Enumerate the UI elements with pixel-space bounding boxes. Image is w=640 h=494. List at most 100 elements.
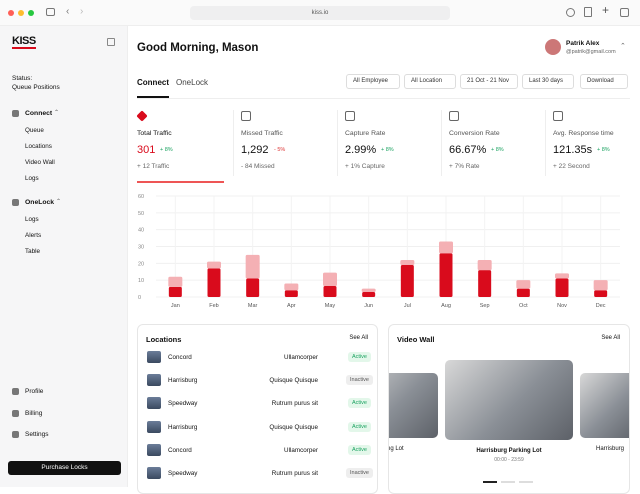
bar-segment <box>168 286 182 297</box>
chevron[interactable]: ⌃ <box>54 110 60 116</box>
location-name[interactable]: Harrisburg <box>168 423 198 431</box>
status-label: Status: <box>12 75 33 82</box>
location-thumb <box>147 420 161 433</box>
purchase-button[interactable]: Purchase Locks <box>8 461 121 475</box>
nav-item[interactable]: Billing <box>25 409 43 417</box>
chevron[interactable]: ⌃ <box>56 199 62 205</box>
nav-item[interactable]: Table <box>25 248 41 255</box>
collapse[interactable] <box>107 38 115 46</box>
x-tick-label: Jul <box>404 303 411 309</box>
sidebar-toggle[interactable] <box>46 8 55 16</box>
stat-change: + 8% <box>491 147 504 153</box>
separator <box>545 110 546 176</box>
pager[interactable] <box>501 481 515 483</box>
video-wall-panel: Video Wall See All Parking Lot Harrisburg… <box>388 324 630 494</box>
location-name[interactable]: Harrisburg <box>168 377 198 385</box>
nav-item[interactable]: Profile <box>25 388 44 395</box>
bar-segment <box>323 286 337 297</box>
bar-segment <box>516 280 531 289</box>
active-underline <box>137 181 224 183</box>
stat-note: + 12 Traffic <box>137 163 170 170</box>
bar-segment <box>207 261 221 269</box>
bar-segment <box>477 259 492 271</box>
nav-item[interactable]: Video Wall <box>25 159 55 166</box>
bar-segment <box>400 259 415 266</box>
pager[interactable] <box>483 481 497 483</box>
filter[interactable]: Download <box>580 74 628 89</box>
location-desc: Rutrum purus sit <box>271 400 318 408</box>
nav-group[interactable]: OneLock <box>25 199 55 206</box>
tabs-icon[interactable] <box>620 8 629 17</box>
bar-segment <box>439 253 453 297</box>
x-tick-label: Dec <box>596 303 606 309</box>
sidebar: KISS Status: Queue Positions Purchase Lo… <box>0 26 128 487</box>
see-all[interactable]: See All <box>601 335 620 341</box>
minimize[interactable] <box>18 10 24 16</box>
new-tab[interactable]: + <box>602 3 610 17</box>
nav-group[interactable]: Connect <box>25 110 53 117</box>
url: kiss.io <box>311 10 329 16</box>
share-icon[interactable] <box>584 7 592 17</box>
stat-change: + 8% <box>597 147 610 153</box>
video-frame[interactable] <box>389 373 438 438</box>
avatar[interactable] <box>545 39 561 55</box>
url-bar[interactable]: kiss.io <box>190 6 450 20</box>
back[interactable]: ‹ <box>66 6 70 17</box>
nav-item[interactable]: Locations <box>25 143 52 150</box>
x-tick-label: Jun <box>364 303 373 309</box>
nav-item[interactable]: Logs <box>25 175 39 182</box>
tab[interactable]: Connect <box>137 78 169 87</box>
bar-segment <box>555 273 569 279</box>
filter[interactable]: Last 30 days <box>522 74 574 89</box>
forward[interactable]: › <box>80 6 84 17</box>
location-thumb <box>147 443 161 456</box>
user-email: @patrik@gmail.com <box>566 49 616 55</box>
video-frame[interactable] <box>580 373 629 438</box>
bar-segment <box>594 290 608 297</box>
nav-item[interactable]: Settings <box>25 431 49 438</box>
panel-title: Locations <box>146 335 182 344</box>
status-badge: Active <box>348 421 371 432</box>
close[interactable] <box>8 10 14 16</box>
bar-segment <box>400 265 414 297</box>
bar-segment <box>284 283 299 291</box>
stat-value: 1,292 <box>241 144 269 156</box>
location-name[interactable]: Speedway <box>168 400 198 408</box>
stat-note: - 84 Missed <box>241 163 275 170</box>
logo[interactable]: KISS <box>12 35 36 47</box>
video-frame[interactable] <box>445 360 573 440</box>
panel-title: Video Wall <box>397 335 435 344</box>
y-tick-label: 50 <box>138 211 144 217</box>
location-name[interactable]: Speedway <box>168 470 198 477</box>
see-all[interactable]: See All <box>349 335 368 341</box>
nav-icon <box>12 388 19 395</box>
nav-item[interactable]: Queue <box>25 127 44 134</box>
x-tick-label: Mar <box>248 303 258 309</box>
stat-change: + 8% <box>160 147 173 153</box>
location-name[interactable]: Concord <box>168 446 192 454</box>
browser-bar: ‹ › kiss.io + <box>0 0 640 26</box>
filter[interactable]: All Location <box>404 74 456 89</box>
status-badge: Active <box>348 398 371 409</box>
pager[interactable] <box>519 481 533 483</box>
filter[interactable]: All Employee <box>346 74 400 89</box>
user-name: Patrik Alex <box>566 40 600 47</box>
y-tick-label: 40 <box>138 228 144 234</box>
location-desc: Rutrum purus sit <box>271 470 318 477</box>
x-tick-label: Oct <box>519 303 528 309</box>
location-name[interactable]: Concord <box>168 354 192 361</box>
nav-item[interactable]: Alerts <box>25 232 42 239</box>
button-label: Purchase Locks <box>41 464 88 471</box>
nav-item[interactable]: Logs <box>25 216 39 223</box>
user-menu[interactable]: ⌃ <box>620 43 626 50</box>
download-icon[interactable] <box>566 8 575 17</box>
nav-icon <box>12 110 19 117</box>
bar-segment <box>361 288 376 292</box>
stat-icon <box>449 111 459 121</box>
stat-label: Missed Traffic <box>241 130 283 137</box>
tab[interactable]: OneLock <box>176 78 209 87</box>
maximize[interactable] <box>28 10 34 16</box>
stat-label: Capture Rate <box>345 130 386 137</box>
video-name: Harrisburg Parking Lot <box>476 448 542 454</box>
filter[interactable]: 21 Oct - 21 Nov <box>460 74 518 89</box>
